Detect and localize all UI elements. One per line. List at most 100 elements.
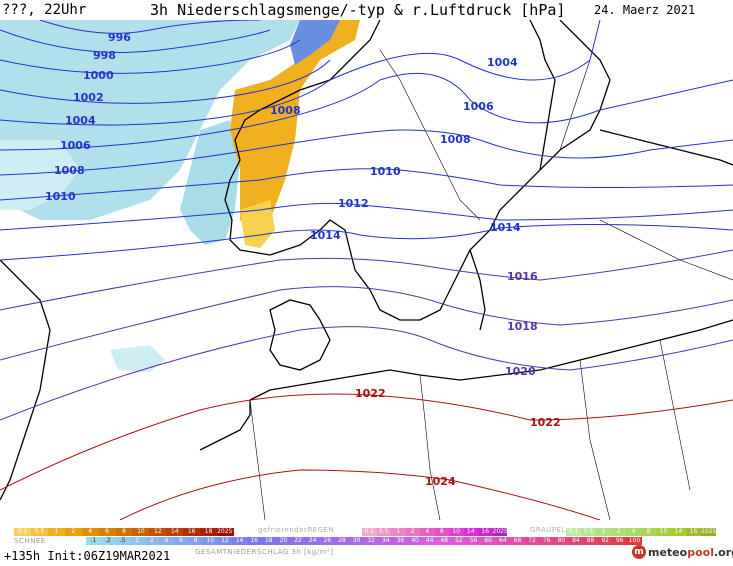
total-precip-scale-swatch: 52 <box>451 537 467 545</box>
rain-scale-swatch: 6 <box>98 528 116 536</box>
freezing-rain-scale-swatch: 14 <box>463 528 478 536</box>
freezing-rain-label: gefrierenderREGEN <box>258 526 335 534</box>
isobar-line-1016 <box>0 249 733 311</box>
total-precip-scale-swatch: 28 <box>334 537 350 545</box>
isobar-label-1016: 1016 <box>507 270 538 283</box>
freezing-rain-scale-swatch: 8 <box>434 528 449 536</box>
total-precip-scale-swatch: 16 <box>246 537 262 545</box>
isobar-label-1014: 1014 <box>310 229 341 242</box>
total-precip-scale-swatch: 12 <box>217 537 233 545</box>
total-precip-scale-swatch: 6 <box>173 537 189 545</box>
isobar-label-998: 998 <box>93 49 116 62</box>
total-precip-scale-swatch: 84 <box>568 537 584 545</box>
isobar-label-996: 996 <box>108 31 131 44</box>
isobar-line-1000 <box>0 39 301 74</box>
total-precip-scale-swatch: 26 <box>320 537 335 545</box>
borders <box>249 49 733 520</box>
total-precip-scale-swatch: 80 <box>554 537 569 545</box>
total-precip-scale-swatch: 18 <box>261 537 277 545</box>
snow-area-north-sea <box>110 345 165 372</box>
graupel-scale-swatch: 8 <box>641 528 656 536</box>
graupel-scale-swatch: 14 <box>671 528 686 536</box>
total-precip-scale-swatch: 4 <box>159 537 174 545</box>
isobar-label-1018: 1018 <box>507 320 538 333</box>
graupel-label: GRAUPEL <box>530 526 566 534</box>
isobar-line-1004 <box>0 20 601 126</box>
total-precip-scale-swatch: 68 <box>510 537 525 545</box>
total-precip-scale-swatch: 22 <box>290 537 306 545</box>
total-precip-scale-swatch: 30 <box>349 537 364 545</box>
logo-main-text: meteo <box>648 545 688 559</box>
total-precip-scale-swatch: 88 <box>583 537 598 545</box>
coast-baltic-islands <box>469 249 486 331</box>
total-precip-scale-swatch: 100 <box>627 537 642 545</box>
total-precip-scale-swatch: 56 <box>466 537 481 545</box>
total-precip-scale-swatch: 36 <box>393 537 408 545</box>
isobar-line-1012 <box>0 202 733 231</box>
coast-netherlands <box>199 400 251 451</box>
isobar-label-1008: 1008 <box>54 164 85 177</box>
isobar-label-1014b: 1014 <box>490 221 521 234</box>
precip-areas <box>0 20 360 372</box>
total-precip-scale-swatch: 76 <box>539 537 554 545</box>
map-canvas: 996 998 1000 1002 1004 1004 1006 1006 10… <box>0 20 733 520</box>
logo-accent-text: pool <box>687 545 714 559</box>
isobar-label-1006b: 1006 <box>463 100 494 113</box>
isobar-line-1022 <box>0 393 733 491</box>
isobar-label-1022: 1022 <box>355 387 386 400</box>
rain-scale-swatch: 0.5 <box>30 528 48 536</box>
total-precip-scale-swatch: 48 <box>437 537 452 545</box>
graupel-scale-swatch: 10 <box>656 528 671 536</box>
isobar-label-1004b: 1004 <box>487 56 518 69</box>
freezing-rain-scale-swatch: 4 <box>420 528 435 536</box>
freezing-rain-scale-swatch: 2 <box>405 528 420 536</box>
isobar-labels: 996 998 1000 1002 1004 1004 1006 1006 10… <box>45 31 561 488</box>
total-precip-scale-swatch: 1 <box>129 537 145 545</box>
rain-scale-swatch: 12 <box>149 528 167 536</box>
rain-scale-swatch: 1 <box>47 528 65 536</box>
isobar-label-1008c: 1008 <box>440 133 471 146</box>
meteopool-logo-icon: m <box>632 545 646 559</box>
total-precip-scale-swatch: 40 <box>407 537 423 545</box>
rain-scale-swatch: 18 <box>200 528 218 536</box>
total-precip-scale-swatch: 64 <box>495 537 511 545</box>
graupel-scale-swatch: 2025+ <box>701 528 716 536</box>
isobar-label-1006: 1006 <box>60 139 91 152</box>
total-precip-scale-swatch: 34 <box>378 537 394 545</box>
isobar-line-1018 <box>0 286 733 361</box>
isobars <box>0 20 733 520</box>
total-precip-scale-swatch: 72 <box>524 537 540 545</box>
isobar-label-1008b: 1008 <box>270 104 301 117</box>
isobar-label-1010b: 1010 <box>370 165 401 178</box>
rain-scale-swatch: 0.1 <box>14 528 31 536</box>
graupel-scale-swatch: 16 <box>686 528 701 536</box>
coast-norway <box>224 20 381 271</box>
graupel-scale-swatch: 2 <box>611 528 626 536</box>
rain-area-norway <box>230 20 360 235</box>
isobar-label-1002: 1002 <box>73 91 104 104</box>
total-precip-scale-swatch: 96 <box>612 537 628 545</box>
total-precip-scale: .1.2.5 1 2 4 6 8 10 12 14 16 18 20 22 24 26 28 30 32 34 36 4… <box>86 537 642 545</box>
isobar-label-1022b: 1022 <box>530 416 561 429</box>
snow-area-norway-strong <box>290 20 340 65</box>
rain-scale-swatch: 16 <box>183 528 201 536</box>
coast-germany-poland <box>249 319 733 401</box>
isobar-label-1012: 1012 <box>338 197 369 210</box>
total-precip-scale-swatch: 92 <box>597 537 613 545</box>
rain-area-norway-light <box>240 200 275 248</box>
init-time-label: +135h Init:06Z19MAR2021 <box>4 549 171 563</box>
snow-label: SCHNEE <box>14 537 46 545</box>
freezing-rain-scale-swatch: 0.5 <box>376 528 391 536</box>
map-title: 3h Niederschlagsmenge/-typ & r.Luftdruck… <box>150 1 566 19</box>
freezing-rain-scale-swatch: 16 <box>478 528 493 536</box>
map-panel[interactable]: 996 998 1000 1002 1004 1004 1006 1006 10… <box>0 20 733 520</box>
valid-date-label: 24. Maerz 2021 <box>594 3 696 17</box>
coast-estonia <box>599 129 733 166</box>
coast-finland <box>539 20 611 171</box>
total-precip-scale-swatch: 10 <box>203 537 218 545</box>
